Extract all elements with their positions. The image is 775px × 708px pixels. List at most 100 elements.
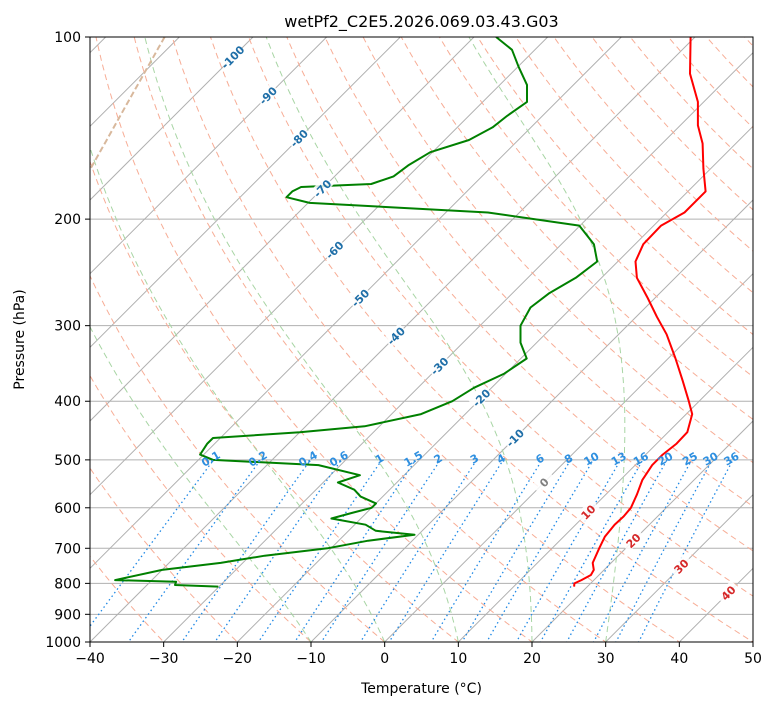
isotherm-line — [383, 272, 753, 642]
mixing-ratio-label: 2 — [432, 452, 445, 467]
mixing-ratio-line — [127, 459, 262, 642]
isotherm-line — [90, 37, 549, 496]
mixing-ratio-line — [566, 459, 668, 642]
dry-adiabat — [171, 37, 681, 642]
y-tick-label: 200 — [54, 212, 81, 228]
mixing-ratio-line — [388, 459, 504, 642]
isotherm-line — [90, 37, 696, 642]
mixing-ratio-line — [320, 459, 442, 642]
dry-adiabat — [477, 37, 753, 336]
adiabat-layer — [90, 37, 753, 642]
x-tick-label: −10 — [296, 651, 326, 667]
isotherm-line — [90, 37, 254, 201]
y-tick-label: 100 — [54, 30, 81, 46]
dry-adiabat — [90, 467, 239, 642]
temperature-trace — [573, 37, 707, 587]
dry-adiabat — [248, 37, 753, 597]
isotherm-label-bg — [347, 285, 372, 310]
mixing-ratio-line — [539, 459, 644, 642]
mixing-ratio-label: 0.4 — [296, 448, 320, 469]
y-tick-label: 300 — [54, 319, 81, 335]
y-axis-label: Pressure (hPa) — [12, 289, 28, 389]
isotherm-line — [752, 641, 753, 642]
mixing-ratio-line — [90, 459, 215, 628]
isotherm-line — [162, 51, 753, 642]
isotherm-line — [90, 37, 328, 275]
mixing-ratio-label: 1 — [373, 452, 386, 467]
x-axis-label: Temperature (°C) — [360, 681, 482, 697]
y-tick-label: 600 — [54, 501, 81, 517]
mixing-ratio-line — [430, 459, 543, 642]
isotherm-label-bg — [575, 499, 600, 524]
moist-adiabat — [144, 37, 459, 642]
mixing-ratio-label: 0.6 — [327, 448, 351, 469]
dry-adiabat — [90, 374, 312, 642]
mixing-ratio-line — [214, 459, 342, 642]
isotherm-label-bg — [383, 323, 408, 348]
isotherm-label-bg — [715, 580, 740, 605]
moist-adiabat — [90, 325, 312, 642]
isotherm-label-bg — [620, 527, 645, 552]
isotherm-label: -70 — [311, 177, 334, 200]
moist-adiabat — [90, 145, 386, 642]
x-tick-label: −30 — [149, 651, 179, 667]
grid-layer — [90, 37, 753, 642]
mixing-ratio-label: 6 — [534, 451, 547, 466]
mixing-ratio-line — [257, 459, 383, 642]
isotherm-line — [90, 37, 475, 422]
dewpoint-trace — [114, 37, 599, 588]
y-axis: 1000 900 800 700 600 500 400 300 200 100 — [45, 30, 90, 651]
mixing-ratio-line — [592, 459, 693, 642]
isotherm-label: -100 — [219, 43, 248, 72]
dry-adiabat — [706, 37, 753, 88]
x-tick-label: −40 — [75, 651, 105, 667]
x-tick-label: 50 — [744, 651, 762, 667]
y-tick-label: 500 — [54, 453, 81, 469]
dry-adiabat — [90, 160, 460, 642]
isotherm-line — [236, 125, 753, 642]
x-tick-label: 10 — [449, 651, 467, 667]
reference-curve — [90, 37, 166, 172]
dry-adiabat — [95, 37, 533, 642]
isotherm-line — [90, 37, 622, 570]
y-tick-label: 1000 — [45, 635, 81, 651]
isotherm-label-bg — [502, 425, 527, 450]
mixing-ratio-line — [294, 459, 417, 642]
x-tick-label: −20 — [223, 651, 253, 667]
y-tick-label: 900 — [54, 607, 81, 623]
mixing-ratio-label: 13 — [609, 450, 629, 469]
isotherm-label-bg — [426, 353, 451, 378]
isotherm-label-bg — [668, 553, 693, 578]
isotherm-line — [310, 199, 753, 642]
mixing-ratio-label: 1.5 — [402, 449, 425, 470]
x-tick-label: 20 — [523, 651, 541, 667]
isotherm-label-bg — [309, 175, 334, 200]
mixing-ratio-line — [485, 459, 594, 642]
isotherm-line — [604, 493, 753, 642]
mixing-ratio-line — [359, 459, 478, 642]
isotherm-label-bg — [321, 237, 346, 262]
x-tick-label: 40 — [670, 651, 688, 667]
y-tick-label: 400 — [54, 394, 81, 410]
moist-adiabat — [468, 37, 626, 642]
mixing-ratio-line — [615, 459, 713, 642]
isotherm-label-bg — [531, 469, 556, 494]
mixing-ratio-label: 10 — [582, 449, 602, 468]
dry-adiabat — [515, 37, 753, 294]
trace-layer — [114, 37, 707, 588]
x-axis: −40 −30 −20 −10 0 10 20 30 40 50 — [75, 642, 762, 667]
x-tick-label: 30 — [597, 651, 615, 667]
mixing-ratio-label: 20 — [655, 449, 675, 468]
y-tick-label: 800 — [54, 576, 81, 592]
isotherm-line — [457, 346, 753, 642]
dry-adiabat — [400, 37, 753, 421]
dry-adiabat — [133, 37, 607, 642]
isotherm-label-bg — [255, 82, 280, 107]
x-tick-label: 0 — [380, 651, 389, 667]
mixing-ratio-layer — [90, 459, 734, 642]
isotherm-line — [531, 420, 753, 642]
dry-adiabat — [362, 37, 753, 464]
mixing-ratio-line — [515, 459, 622, 642]
dry-adiabat — [90, 274, 386, 642]
